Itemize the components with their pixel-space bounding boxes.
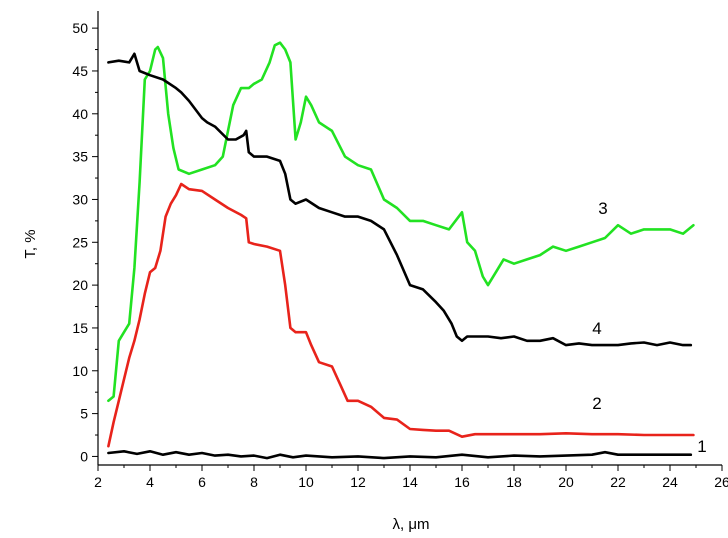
series-labels: 1 2 3 4: [592, 199, 706, 456]
x-tick-label: 10: [298, 474, 314, 490]
y-tick-label: 45: [72, 63, 88, 79]
y-axis-title: T, %: [22, 229, 39, 258]
y-tick-label: 10: [72, 363, 88, 379]
x-tick-label: 8: [250, 474, 258, 490]
y-tick-label: 40: [72, 106, 88, 122]
series-line-3: [107, 41, 695, 403]
series-label-2: 2: [592, 394, 601, 413]
x-tick-label: 2: [94, 474, 102, 490]
x-axis-title: λ, μm: [393, 516, 430, 533]
y-tick-label: 20: [72, 277, 88, 293]
series-line-2: [107, 182, 695, 448]
x-tick-label: 22: [610, 474, 626, 490]
y-tick-label: 30: [72, 191, 88, 207]
y-tick-label: 15: [72, 320, 88, 336]
x-tick-label: 20: [558, 474, 574, 490]
series-label-1: 1: [697, 437, 706, 456]
axes: 2 4 6 8 10 12 14 16 18 20 22 24 26051015202530354045…: [72, 11, 728, 490]
series-line-4: [107, 52, 693, 347]
plot-series: [107, 41, 695, 460]
y-tick-label: 5: [80, 406, 88, 422]
y-tick-label: 25: [72, 234, 88, 250]
x-tick-label: 16: [454, 474, 470, 490]
x-tick-label: 4: [146, 474, 154, 490]
x-tick-label: 14: [402, 474, 418, 490]
x-tick-label: 26: [714, 474, 728, 490]
x-tick-label: 18: [506, 474, 522, 490]
y-tick-label: 0: [80, 448, 88, 464]
series-label-4: 4: [592, 319, 601, 338]
series-label-3: 3: [598, 199, 607, 218]
x-tick-label: 24: [662, 474, 678, 490]
series-line-1: [107, 449, 693, 460]
y-tick-label: 50: [72, 20, 88, 36]
y-tick-label: 35: [72, 149, 88, 165]
x-tick-label: 6: [198, 474, 206, 490]
x-tick-label: 12: [350, 474, 366, 490]
